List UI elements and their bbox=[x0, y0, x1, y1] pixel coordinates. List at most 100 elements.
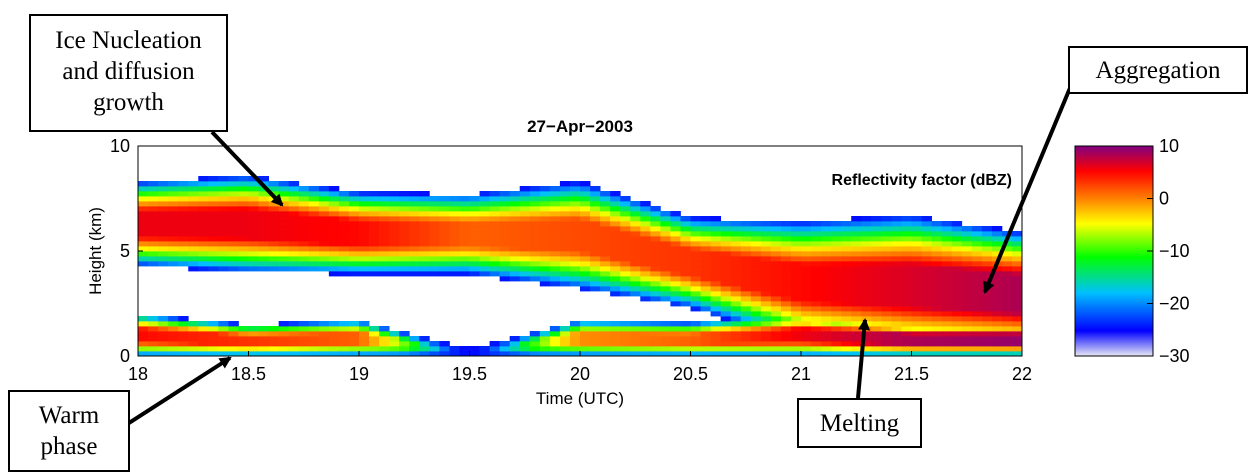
heatmap-cell bbox=[409, 256, 420, 262]
heatmap-cell bbox=[851, 266, 862, 272]
heatmap-cell bbox=[509, 191, 521, 197]
heatmap-cell bbox=[559, 271, 571, 277]
heatmap-cell bbox=[188, 241, 199, 247]
heatmap-cell bbox=[268, 346, 280, 352]
x-axis-label: Time (UTC) bbox=[536, 389, 624, 408]
heatmap-cell bbox=[740, 341, 752, 347]
heatmap-cell bbox=[620, 196, 631, 202]
heatmap-cell bbox=[811, 236, 822, 242]
heatmap-cell bbox=[580, 186, 591, 192]
heatmap-cell bbox=[851, 281, 862, 287]
heatmap-cell bbox=[1001, 261, 1013, 267]
heatmap-cell bbox=[399, 216, 410, 222]
heatmap-cell bbox=[931, 271, 943, 277]
heatmap-cell bbox=[389, 261, 400, 267]
callout-line: Warm bbox=[38, 402, 100, 429]
heatmap-cell bbox=[168, 226, 179, 232]
heatmap-cell bbox=[429, 261, 440, 267]
heatmap-cell bbox=[519, 231, 531, 237]
heatmap-cell bbox=[238, 351, 249, 356]
heatmap-cell bbox=[338, 226, 350, 232]
heatmap-cell bbox=[288, 241, 300, 247]
heatmap-cell bbox=[700, 326, 711, 332]
heatmap-cell bbox=[348, 251, 360, 257]
heatmap-cell bbox=[218, 191, 229, 197]
heatmap-cell bbox=[459, 346, 470, 352]
heatmap-cell bbox=[941, 261, 953, 267]
heatmap-cell bbox=[720, 296, 732, 302]
heatmap-cell bbox=[740, 251, 752, 257]
heatmap-cell bbox=[278, 206, 290, 212]
heatmap-cell bbox=[529, 231, 541, 237]
heatmap-cell bbox=[590, 346, 601, 352]
heatmap-cell bbox=[971, 321, 983, 327]
heatmap-cell bbox=[650, 241, 661, 247]
heatmap-cell bbox=[178, 221, 189, 227]
heatmap-cell bbox=[991, 231, 1003, 237]
heatmap-cell bbox=[1011, 301, 1022, 307]
heatmap-cell bbox=[710, 346, 722, 352]
heatmap-cell bbox=[459, 211, 470, 217]
heatmap-cell bbox=[730, 346, 742, 352]
heatmap-cell bbox=[700, 281, 711, 287]
heatmap-cell bbox=[158, 206, 169, 212]
heatmap-cell bbox=[770, 311, 782, 317]
heatmap-cell bbox=[730, 281, 742, 287]
heatmap-cell bbox=[449, 206, 460, 212]
heatmap-cell bbox=[318, 246, 330, 252]
heatmap-cell bbox=[911, 301, 922, 307]
heatmap-cell bbox=[821, 246, 832, 252]
heatmap-cell bbox=[891, 316, 902, 322]
heatmap-cell bbox=[258, 206, 269, 212]
heatmap-cell bbox=[750, 261, 762, 267]
heatmap-cell bbox=[760, 256, 772, 262]
heatmap-cell bbox=[891, 221, 902, 227]
heatmap-cell bbox=[389, 256, 400, 262]
heatmap-cell bbox=[198, 226, 209, 232]
heatmap-cell bbox=[811, 266, 822, 272]
heatmap-cell bbox=[379, 351, 390, 356]
heatmap-cell bbox=[569, 226, 581, 232]
heatmap-cell bbox=[419, 191, 430, 197]
heatmap-cell bbox=[559, 211, 571, 217]
heatmap-cell bbox=[359, 271, 370, 277]
heatmap-cell bbox=[359, 266, 370, 272]
heatmap-cell bbox=[359, 326, 370, 332]
heatmap-cell bbox=[630, 216, 641, 222]
x-tick-label: 21.5 bbox=[894, 364, 929, 384]
heatmap-cell bbox=[730, 326, 742, 332]
heatmap-cell bbox=[218, 236, 229, 242]
heatmap-cell bbox=[770, 241, 782, 247]
heatmap-cell bbox=[770, 226, 782, 232]
heatmap-cell bbox=[630, 226, 641, 232]
heatmap-cell bbox=[328, 331, 340, 337]
heatmap-cell bbox=[660, 256, 671, 262]
heatmap-cell bbox=[971, 291, 983, 297]
heatmap-cell bbox=[901, 216, 912, 222]
heatmap-cell bbox=[680, 301, 691, 307]
heatmap-cell bbox=[439, 261, 450, 267]
heatmap-cell bbox=[951, 321, 963, 327]
heatmap-cell bbox=[821, 226, 832, 232]
heatmap-cell bbox=[238, 246, 249, 252]
heatmap-cell bbox=[218, 341, 229, 347]
heatmap-cell bbox=[971, 236, 983, 242]
heatmap-cell bbox=[278, 231, 290, 237]
heatmap-cell bbox=[620, 241, 631, 247]
heatmap-cell bbox=[238, 256, 249, 262]
heatmap-cell bbox=[730, 351, 742, 356]
heatmap-cell bbox=[801, 301, 812, 307]
heatmap-cell bbox=[740, 351, 752, 356]
heatmap-cell bbox=[670, 231, 681, 237]
heatmap-cell bbox=[770, 236, 782, 242]
heatmap-cell bbox=[780, 341, 792, 347]
heatmap-cell bbox=[338, 346, 350, 352]
heatmap-cell bbox=[509, 231, 521, 237]
heatmap-cell bbox=[499, 191, 511, 197]
heatmap-cell bbox=[419, 216, 430, 222]
heatmap-cell bbox=[770, 291, 782, 297]
heatmap-cell bbox=[238, 336, 249, 342]
heatmap-cell bbox=[640, 336, 651, 342]
heatmap-cell bbox=[600, 331, 611, 337]
heatmap-cell bbox=[278, 201, 290, 207]
